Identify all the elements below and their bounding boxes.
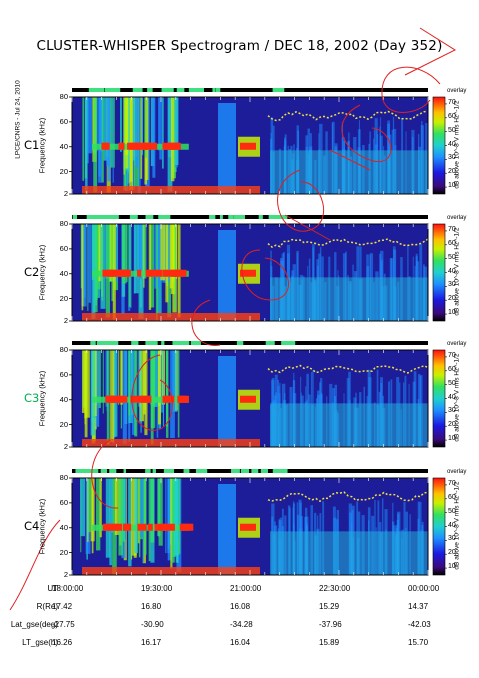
row-value: 21:00:00 (230, 584, 262, 593)
colorbar-tick: 40 (448, 521, 456, 529)
row-value: 16.08 (230, 602, 251, 611)
colorbar-tick: 50 (448, 126, 456, 134)
row-value: 16.80 (141, 602, 162, 611)
chart-title: CLUSTER-WHISPER Spectrogram / DEC 18, 20… (36, 38, 443, 54)
row-value: 16.17 (141, 638, 162, 647)
y-tick-label: 60 (59, 497, 68, 507)
row-label: Lat_gse(deg) (10, 620, 58, 629)
y-tick-label: 20 (59, 166, 68, 176)
colorbar-tick: 50 (448, 507, 456, 515)
panel-c4 (69, 469, 447, 576)
y-tick-label: 60 (59, 243, 68, 253)
y-tick-label: 20 (59, 419, 68, 429)
colorbar-tick: 30 (448, 154, 456, 162)
panel-c3 (69, 341, 447, 448)
panel-label-c1: C1 (24, 137, 40, 152)
colorbar-tick: 30 (448, 535, 456, 543)
colorbar-tick: 70 (448, 479, 456, 487)
y-tick-label: 2 (63, 189, 68, 198)
y-tick-label: 40 (59, 522, 68, 532)
y-tick-label: 40 (59, 141, 68, 151)
colorbar-title: overlay (447, 341, 467, 347)
colorbar-tick: 30 (448, 281, 456, 289)
colorbar-label: dB above 10^-8 V rms Hz^-1/2 (453, 226, 461, 316)
colorbar-tick: 70 (448, 225, 456, 233)
panel-c2 (69, 215, 447, 322)
colorbar-tick: 60 (448, 493, 456, 501)
row-value: -37.96 (319, 620, 342, 629)
row-value: 15.89 (319, 638, 340, 647)
colorbar-label: dB above 10^-8 V rms Hz^-1/2 (453, 352, 461, 442)
row-value: 14.37 (408, 602, 429, 611)
row-value: 16.04 (230, 638, 251, 647)
colorbar-title: overlay (447, 469, 467, 475)
colorbar-tick: 10 (448, 435, 456, 443)
y-tick-label: 60 (59, 116, 68, 126)
row-value: -34.28 (230, 620, 253, 629)
row-label: R(Re) (36, 602, 58, 611)
y-tick-label: 80 (59, 219, 68, 228)
colorbar-tick: 40 (448, 140, 456, 148)
y-tick-label: 20 (59, 547, 68, 557)
colorbar-tick: 70 (448, 98, 456, 106)
y-tick-label: 80 (59, 92, 68, 101)
colorbar-tick: 60 (448, 239, 456, 247)
colorbar-tick: 40 (448, 393, 456, 401)
colorbar-tick: 50 (448, 253, 456, 261)
row-value: 16.26 (52, 638, 73, 647)
colorbar-label: dB above 10^-8 V rms Hz^-1/2 (453, 480, 461, 570)
colorbar-tick: 20 (448, 421, 456, 429)
colorbar-tick: 10 (448, 563, 456, 571)
y-tick-label: 2 (63, 442, 68, 451)
colorbar-tick: 70 (448, 351, 456, 359)
status-bar (72, 469, 428, 473)
colorbar-tick: 50 (448, 379, 456, 387)
status-bar (72, 215, 428, 219)
row-value: 19:30:00 (141, 584, 173, 593)
hand-annotation (9, 27, 457, 611)
row-label: UT (47, 584, 58, 593)
colorbar-tick: 10 (448, 309, 456, 317)
status-bar (72, 88, 428, 92)
colorbar-tick: 40 (448, 267, 456, 275)
y-tick-label: 40 (59, 394, 68, 404)
colorbar-tick: 60 (448, 365, 456, 373)
y-tick-label: 2 (63, 316, 68, 325)
colorbar-label: dB above 10^-8 V rms Hz^-1/2 (453, 99, 461, 189)
row-value: 15.29 (319, 602, 340, 611)
panel-label-c2: C2 (24, 264, 40, 279)
colorbar-tick: 10 (448, 182, 456, 190)
panel-c1 (69, 88, 447, 195)
colorbar (432, 477, 446, 576)
panel-label-c3: C3 (24, 390, 40, 405)
colorbar-title: overlay (447, 215, 467, 221)
y-tick-label: 80 (59, 345, 68, 354)
colorbar-tick: 20 (448, 295, 456, 303)
y-tick-label: 2 (63, 570, 68, 579)
colorbar-tick: 60 (448, 112, 456, 120)
colorbar-tick: 20 (448, 168, 456, 176)
colorbar (432, 223, 446, 322)
colorbar-tick: 30 (448, 407, 456, 415)
colorbar (432, 349, 446, 448)
row-value: 17.42 (52, 602, 73, 611)
colorbar-title: overlay (447, 88, 467, 94)
row-value: 22:30:00 (319, 584, 351, 593)
row-label: LT_gse(h) (22, 638, 58, 647)
status-bar (72, 341, 428, 345)
row-value: -42.03 (408, 620, 431, 629)
colorbar (432, 96, 446, 195)
y-tick-label: 20 (59, 293, 68, 303)
row-value: 18:00:00 (52, 584, 84, 593)
row-value: -30.90 (141, 620, 164, 629)
row-value: -27.75 (52, 620, 75, 629)
row-value: 00:00:00 (408, 584, 440, 593)
y-tick-label: 40 (59, 268, 68, 278)
y-tick-label: 80 (59, 473, 68, 482)
panel-label-c4: C4 (24, 518, 40, 533)
y-tick-label: 60 (59, 369, 68, 379)
colorbar-tick: 20 (448, 549, 456, 557)
row-value: 15.70 (408, 638, 429, 647)
